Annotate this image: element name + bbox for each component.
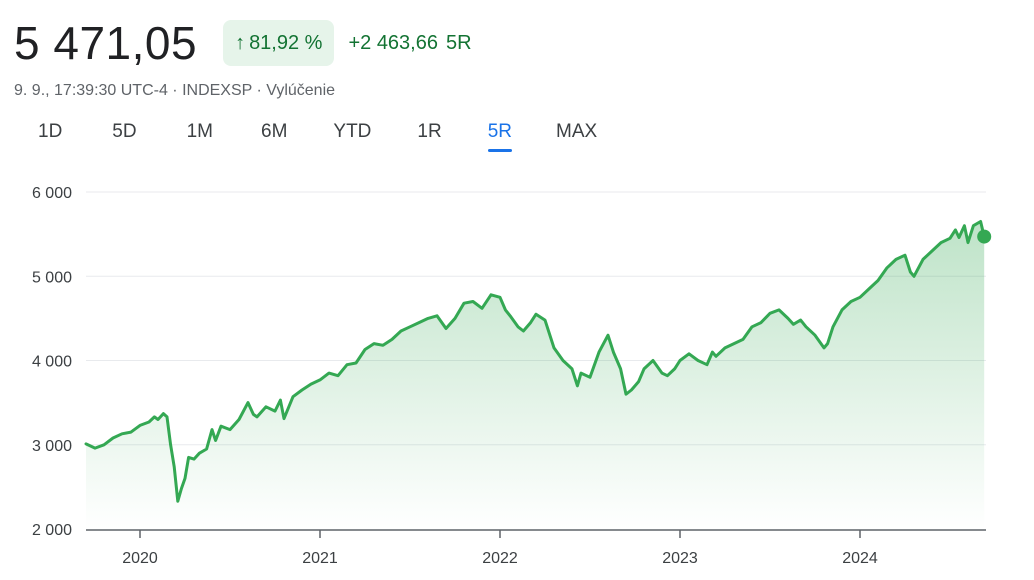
change-percent: 81,92 %	[249, 31, 323, 54]
tab-5d[interactable]: 5D	[112, 121, 137, 142]
y-tick-label: 4 000	[32, 354, 72, 371]
x-tick-label: 2021	[302, 550, 338, 567]
tab-6m[interactable]: 6M	[261, 121, 288, 142]
price-area-fill	[86, 221, 985, 529]
change-period: 5R	[445, 31, 472, 54]
range-tabs: 1D 5D 1M 6M YTD 1R 5R MAX	[14, 118, 597, 152]
tab-ytd[interactable]: YTD	[333, 121, 372, 142]
tab-1d[interactable]: 1D	[38, 121, 63, 142]
quote-header: 5 471,05 ↑ 81,92 % +2 463,66 5R	[14, 14, 472, 72]
tab-5r[interactable]: 5R	[487, 118, 513, 152]
x-tick-label: 2023	[662, 550, 698, 567]
current-price: 5 471,05	[14, 17, 198, 69]
change-percent-badge: ↑ 81,92 %	[223, 20, 335, 66]
tab-1m[interactable]: 1M	[186, 121, 213, 142]
price-line	[84, 220, 986, 503]
arrow-up-icon: ↑	[235, 31, 246, 54]
last-price-dot[interactable]	[977, 229, 992, 244]
y-tick-label: 5 000	[32, 269, 72, 286]
change-value: +2 463,66	[348, 31, 438, 54]
change-summary: +2 463,66 5R	[348, 32, 471, 55]
x-tick-label: 2020	[122, 550, 158, 567]
quote-meta: 9. 9., 17:39:30 UTC-4 · INDEXSP · Vylúče…	[14, 82, 336, 99]
y-axis-labels: 6 000 5 000 4 000 3 000 2 000	[32, 185, 72, 539]
y-tick-label: 3 000	[32, 438, 72, 455]
tab-1r[interactable]: 1R	[417, 121, 442, 142]
x-tick-label: 2022	[482, 550, 518, 567]
tab-max[interactable]: MAX	[556, 121, 598, 142]
x-tick-label: 2024	[842, 550, 878, 567]
y-tick-label: 6 000	[32, 185, 72, 202]
x-axis: 2020 2021 2022 2023 2024	[86, 529, 986, 567]
y-tick-label: 2 000	[32, 522, 72, 539]
